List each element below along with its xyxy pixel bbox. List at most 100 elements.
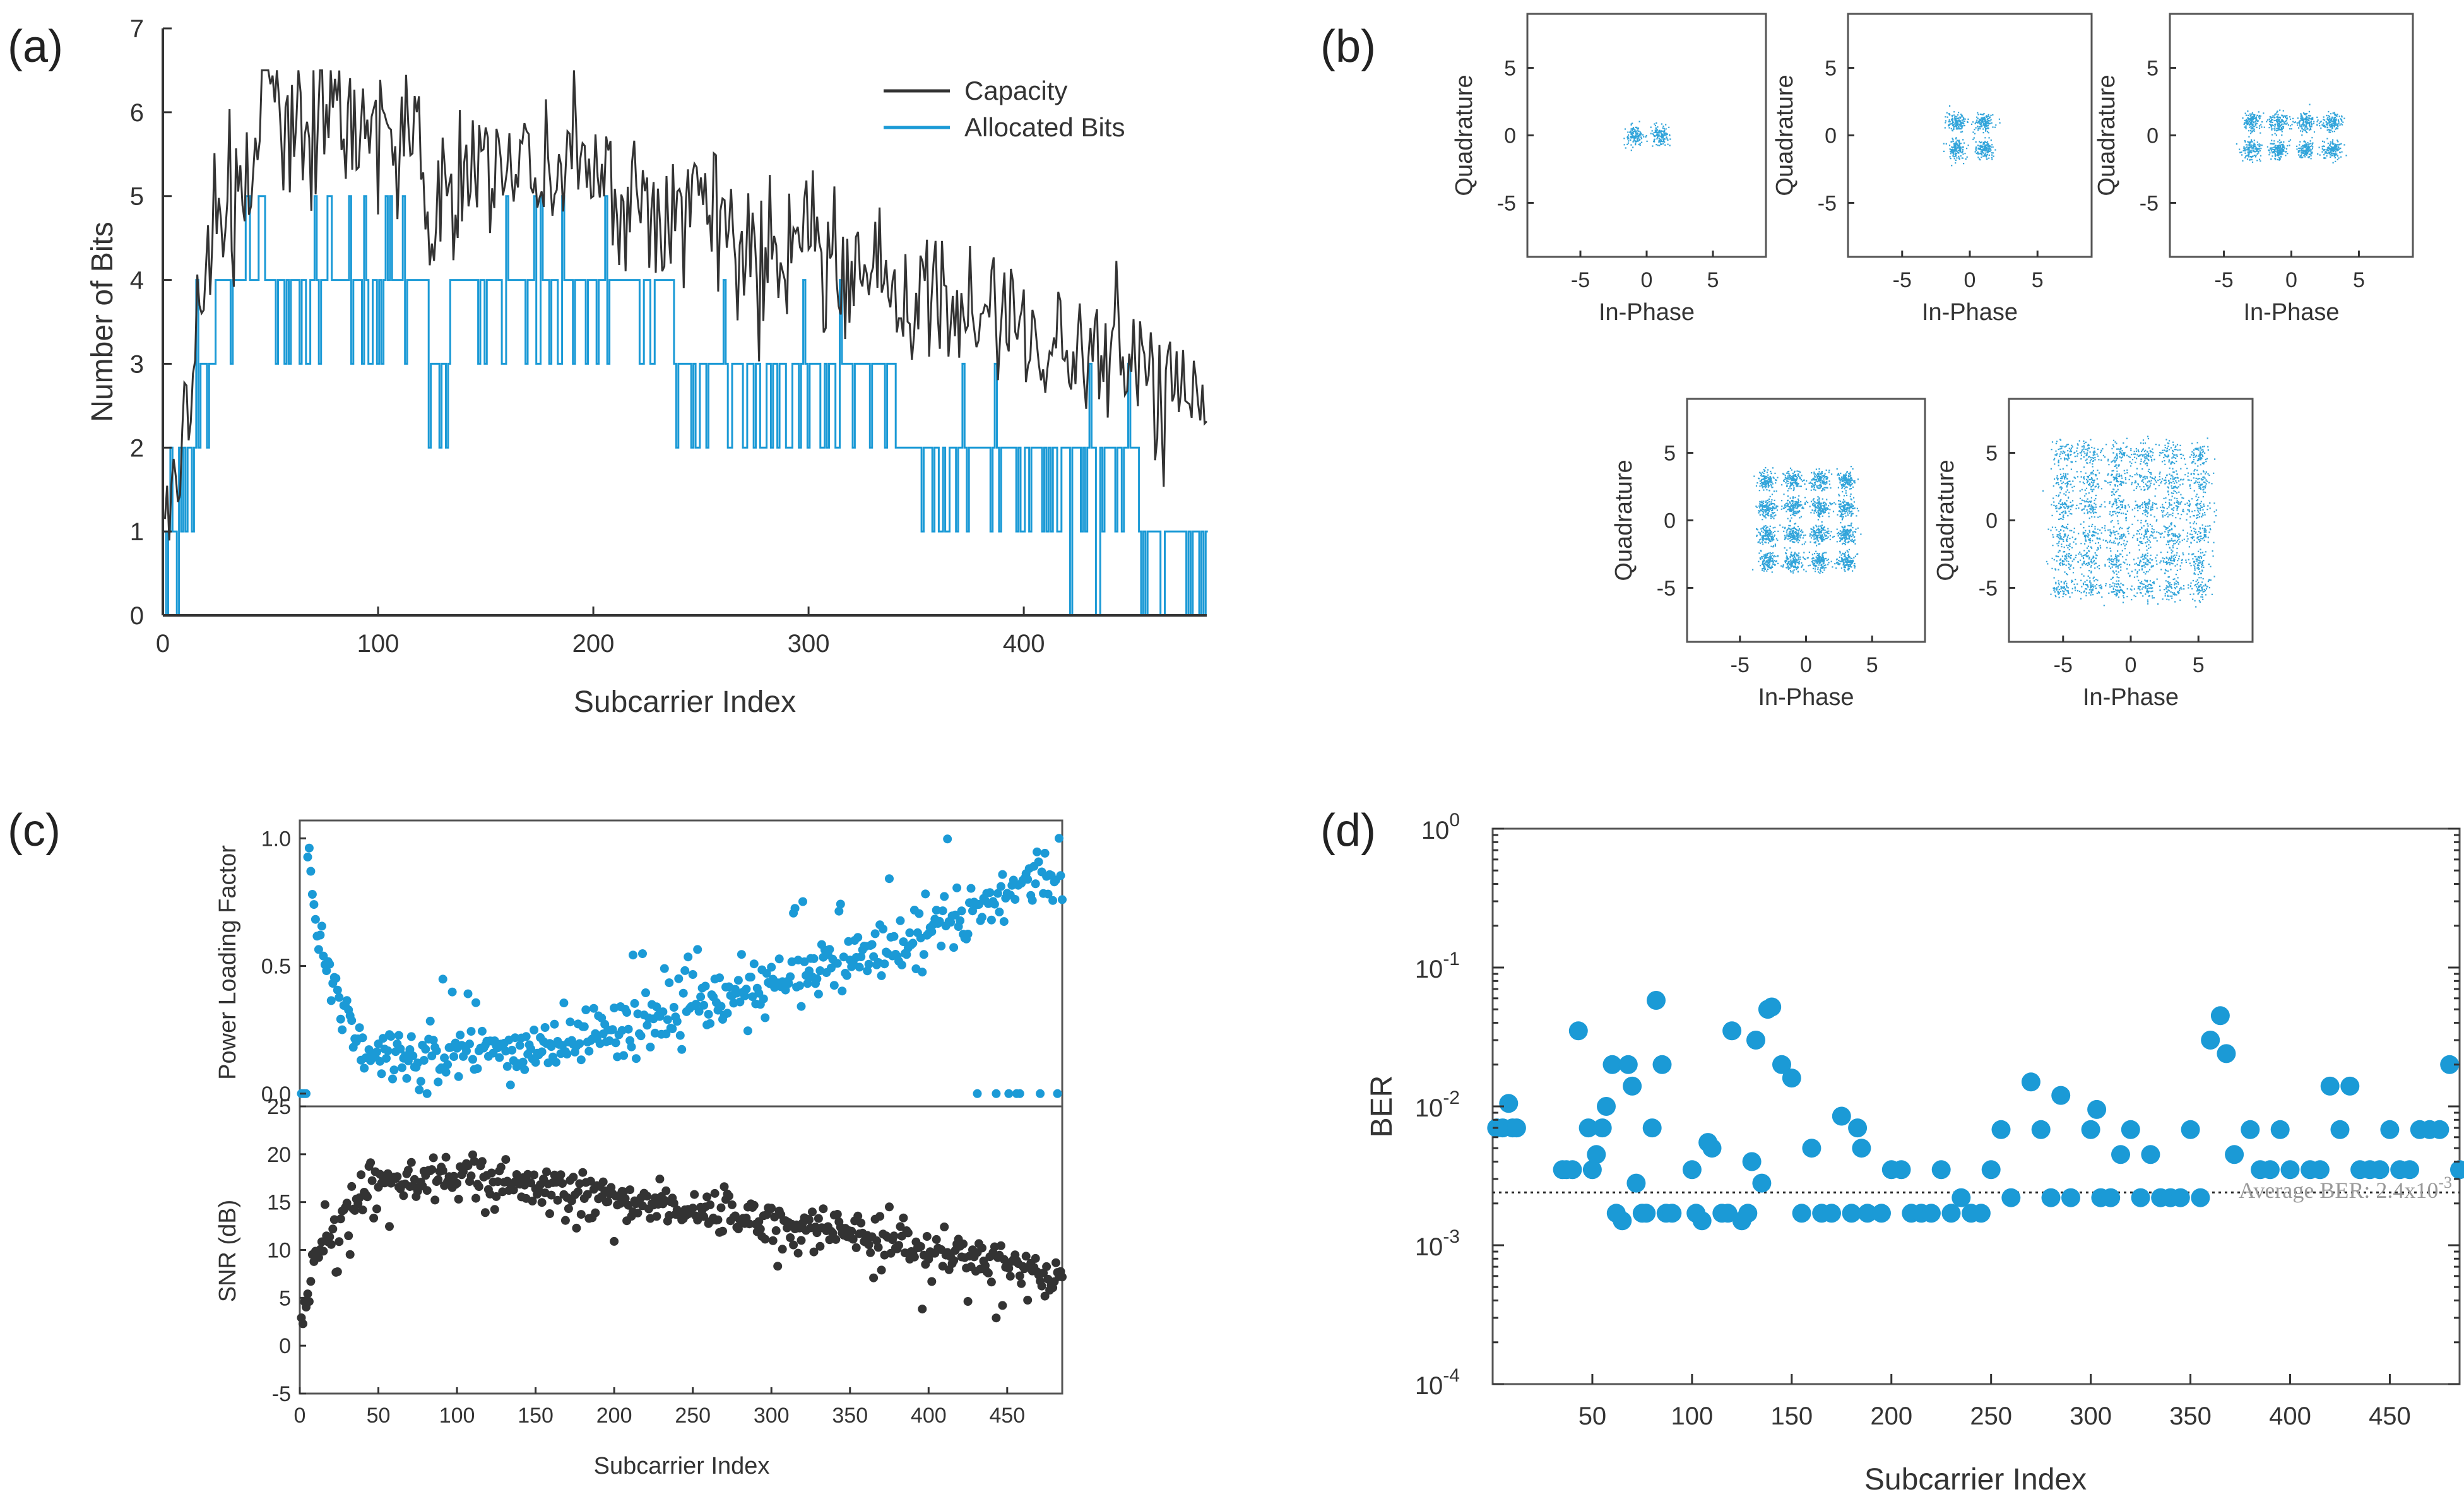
constellation-ytick-label: 5: [1664, 442, 1676, 466]
constellation-ylabel: Quadrature: [1611, 459, 1637, 581]
constellation-ylabel: Quadrature: [2094, 74, 2120, 196]
chart-d-ytick-base: 10: [1415, 956, 1443, 983]
chart-d-xlabel: Subcarrier Index: [1864, 1463, 2087, 1496]
ber-point: [2210, 1006, 2230, 1026]
ber-point: [2330, 1120, 2350, 1139]
chart-d-xtick-label: 300: [2070, 1402, 2112, 1430]
ber-point: [2181, 1120, 2200, 1139]
constellation-frame: [2008, 398, 2254, 643]
chart-d-ticks: 50 100 150 200 250 300 350 400 45010-410-310-210…: [1415, 810, 2460, 1430]
ber-point: [1597, 1097, 1616, 1116]
chart-a-ytick-label: 7: [130, 15, 144, 43]
constellation-4-QAM: -5 -5 0 0 5 5 In-Phase Quadrature: [1772, 13, 2093, 326]
ber-point: [1792, 1204, 1811, 1223]
constellation-ytick-label: 5: [1825, 57, 1837, 81]
chart-d: 50 100 150 200 250 300 350 400 45010-410-310-210…: [1365, 810, 2464, 1496]
constellation-ytick-label: 5: [1986, 442, 1998, 466]
chart-c-xtick-label: 250: [675, 1404, 711, 1428]
ber-point: [2400, 1160, 2419, 1180]
ber-point: [1852, 1139, 1871, 1158]
panel-label-d: (d): [1320, 805, 1376, 856]
constellation-points: [2236, 104, 2347, 163]
ber-point: [1592, 1118, 1612, 1138]
ber-point: [1682, 1160, 1702, 1180]
chart-c-top-ylabel: Power Loading Factor: [215, 845, 241, 1080]
ber-point: [1692, 1211, 1712, 1231]
ber-point: [1702, 1139, 1722, 1158]
ber-point: [1971, 1204, 1991, 1223]
ber-point: [1507, 1118, 1526, 1138]
ber-point: [2225, 1145, 2244, 1164]
constellation-ytick-label: -5: [1818, 191, 1837, 215]
chart-a-xtick-label: 300: [788, 630, 830, 658]
snr-points: [297, 1150, 1067, 1329]
chart-a-ytick-label: 4: [130, 267, 144, 295]
chart-c-xtick-label: 450: [989, 1404, 1025, 1428]
chart-c-ticks: 0 50 100 150 200 250 300 350 400 4500.00.51.0-505…: [261, 827, 1025, 1428]
ber-point: [1578, 1118, 1598, 1138]
legend-allocated-label: Allocated Bits: [964, 112, 1125, 142]
ber-point: [2001, 1188, 2021, 1207]
chart-c-xtick-label: 150: [518, 1404, 554, 1428]
ber-point: [2380, 1120, 2400, 1139]
chart-d-ytick-base: 10: [1415, 1094, 1443, 1122]
ber-point: [2121, 1120, 2140, 1139]
chart-d-ytick-exp: -3: [1443, 1226, 1460, 1247]
chart-d-xtick-label: 200: [1870, 1402, 1912, 1430]
chart-c-xlabel: Subcarrier Index: [594, 1453, 770, 1479]
ber-point: [2310, 1160, 2330, 1180]
chart-a-legend: Capacity Allocated Bits: [884, 76, 1125, 142]
chart-a-ytick-label: 1: [130, 518, 144, 546]
chart-d-ytick-base: 10: [1421, 817, 1450, 844]
constellation-xtick-label: -5: [1731, 653, 1750, 677]
ber-point: [1772, 1055, 1791, 1074]
power-loading-points: [297, 834, 1067, 1098]
chart-d-xtick-label: 350: [2169, 1402, 2212, 1430]
chart-c-bottom-ylabel: SNR (dB): [215, 1200, 241, 1303]
constellation-xtick-label: 5: [1866, 653, 1878, 677]
series-allocated-bits: [163, 195, 1208, 617]
chart-a-xtick-label: 400: [1003, 630, 1045, 658]
ber-point: [2370, 1160, 2390, 1180]
panel-label-b: (b): [1320, 21, 1376, 72]
constellation-frame: [2169, 13, 2414, 258]
ber-point: [1626, 1173, 1646, 1193]
chart-c-bottom-ytick-label: 20: [267, 1143, 291, 1167]
constellation-ylabel: Quadrature: [1772, 74, 1798, 196]
ber-point: [1582, 1160, 1602, 1180]
constellation-xtick-label: 0: [1641, 268, 1653, 292]
chart-c-top-ytick-label: 0.0: [261, 1082, 291, 1106]
ber-point: [2340, 1076, 2360, 1096]
ber-point: [1738, 1204, 1758, 1223]
chart-a-xtick-label: 0: [156, 630, 170, 658]
chart-c-xtick-label: 100: [439, 1404, 475, 1428]
ber-point: [1848, 1118, 1868, 1138]
constellation-ylabel: Quadrature: [1451, 74, 1478, 196]
ber-point: [2111, 1145, 2130, 1164]
ber-point: [1802, 1139, 1821, 1158]
constellation-BPSK: -5 -5 0 0 5 5 In-Phase Quadrature: [1451, 13, 1767, 326]
constellation-ytick-label: 0: [2147, 124, 2159, 148]
chart-a-plot: [163, 69, 1208, 617]
average-ber-note: Average BER: 2.4x10-3: [2239, 1173, 2452, 1203]
chart-d-xtick-label: 400: [2269, 1402, 2311, 1430]
constellation-xtick-label: -5: [1571, 268, 1590, 292]
chart-d-xtick-label: 250: [1970, 1402, 2012, 1430]
chart-d-xtick-label: 100: [1671, 1402, 1714, 1430]
panel-label-c: (c): [8, 805, 61, 856]
constellation-ytick-label: 0: [1664, 509, 1676, 533]
ber-point: [2217, 1044, 2236, 1063]
constellation-ytick-label: 0: [1504, 124, 1516, 148]
chart-a-xtick-label: 100: [357, 630, 400, 658]
chart-d-ytick-exp: 0: [1449, 810, 1460, 831]
ber-point: [1587, 1145, 1606, 1164]
ber-point: [1742, 1152, 1762, 1171]
constellation-points: [1623, 121, 1671, 151]
ber-point: [1718, 1204, 1738, 1223]
chart-d-ytick-base: 10: [1415, 1233, 1443, 1261]
chart-c-top-ytick-label: 1.0: [261, 827, 291, 851]
constellation-xtick-label: 5: [2193, 653, 2205, 677]
chart-c-xtick-label: 400: [911, 1404, 947, 1428]
ber-point: [2101, 1188, 2121, 1207]
